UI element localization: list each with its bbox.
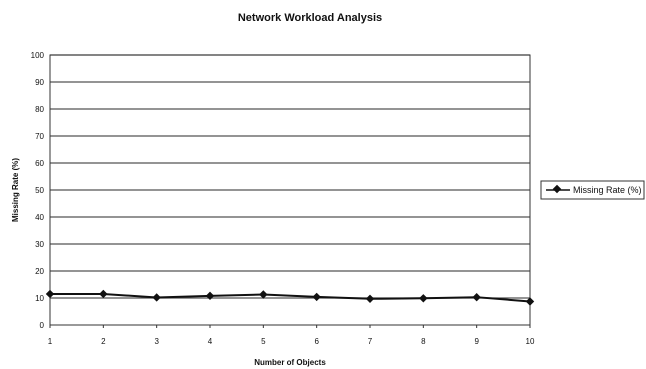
data-point (419, 294, 428, 303)
y-tick-label: 0 (40, 321, 45, 330)
series-line (50, 292, 531, 303)
y-axis-label: Missing Rate (%) (11, 158, 20, 222)
gridlines (50, 54, 530, 299)
y-tick-labels: 0 10 20 30 40 50 60 70 80 90 100 (31, 51, 45, 330)
y-tick-label: 100 (31, 51, 45, 60)
x-tick-label: 7 (368, 337, 373, 346)
x-tick-label: 2 (101, 337, 106, 346)
data-point (472, 292, 481, 302)
data-point (205, 291, 215, 301)
data-point (525, 297, 535, 306)
y-tick-label: 80 (35, 105, 44, 114)
x-tick-label: 9 (474, 337, 479, 346)
x-tick-label: 3 (154, 337, 159, 346)
y-tick-label: 90 (35, 78, 44, 87)
x-tick-label: 4 (208, 337, 213, 346)
data-point (152, 293, 161, 302)
x-tick-label: 10 (526, 337, 535, 346)
data-point (45, 289, 55, 299)
y-tick-label: 70 (35, 132, 44, 141)
y-tick-label: 10 (35, 294, 44, 303)
x-axis-label: Number of Objects (254, 358, 326, 367)
chart-title: Network Workload Analysis (238, 12, 382, 24)
data-point (312, 292, 321, 302)
x-tick-label: 6 (314, 337, 319, 346)
legend-label: Missing Rate (%) (573, 185, 642, 195)
data-point (259, 290, 268, 299)
plot-frame (49, 54, 531, 326)
series-missing-rate (45, 289, 535, 306)
y-tick-label: 30 (35, 240, 44, 249)
x-tick-label: 1 (48, 337, 53, 346)
x-tick-label: 5 (261, 337, 266, 346)
y-tick-label: 40 (35, 213, 44, 222)
y-tick-label: 60 (35, 159, 44, 168)
y-tick-label: 50 (35, 186, 44, 195)
legend-box (540, 180, 645, 200)
legend: Missing Rate (%) (540, 180, 645, 200)
data-point (99, 289, 108, 299)
data-point (365, 294, 375, 304)
x-tick-label: 8 (421, 337, 426, 346)
x-tick-labels: 1 2 3 4 5 6 7 8 9 10 (48, 325, 535, 346)
y-tick-label: 20 (35, 267, 44, 276)
